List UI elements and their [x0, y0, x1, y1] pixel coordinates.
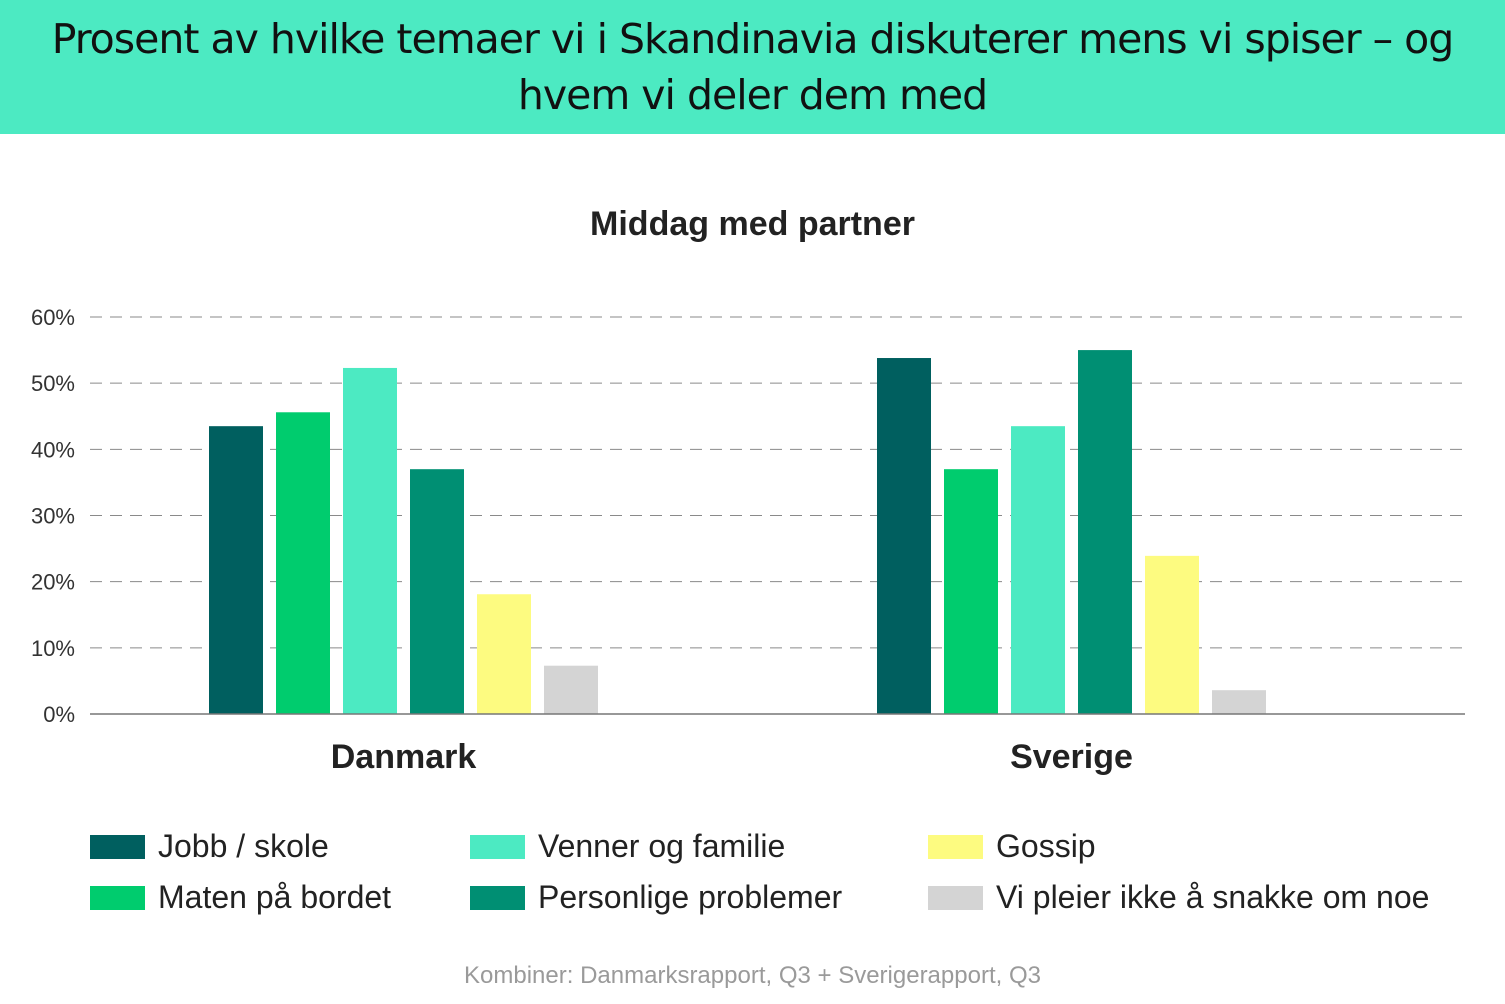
chart-title: Middag med partner	[590, 205, 915, 243]
legend-label: Jobb / skole	[158, 828, 329, 864]
legend-label: Personlige problemer	[538, 879, 843, 915]
page-title: Prosent av hvilke temaer vi i Skandinavi…	[51, 15, 1455, 119]
y-tick-label: 20%	[31, 570, 75, 595]
legend-label: Maten på bordet	[158, 879, 392, 915]
x-category-label: Danmark	[331, 738, 477, 776]
header-banner: Prosent av hvilke temaer vi i Skandinavi…	[0, 0, 1505, 134]
legend-swatch	[90, 834, 145, 859]
legend-item: Personlige problemer	[470, 879, 842, 916]
legend-swatch	[90, 885, 145, 910]
bar	[944, 469, 998, 714]
legend-label: Venner og familie	[538, 828, 786, 864]
bar	[343, 367, 397, 714]
bar	[1078, 350, 1132, 714]
legend-label: Gossip	[996, 828, 1096, 864]
bar	[1212, 690, 1266, 714]
bar	[477, 594, 531, 714]
legend-swatch	[470, 885, 525, 910]
y-tick-label: 10%	[31, 636, 75, 661]
legend-swatch	[928, 885, 983, 910]
x-category-label: Sverige	[1010, 738, 1133, 776]
y-tick-label: 40%	[31, 437, 75, 462]
y-tick-label: 0%	[43, 702, 75, 727]
y-tick-label: 50%	[31, 371, 75, 396]
bar	[1145, 555, 1199, 714]
bar	[410, 469, 464, 714]
legend-item: Venner og familie	[470, 828, 785, 865]
legend-item: Jobb / skole	[90, 828, 329, 865]
bar	[544, 665, 598, 714]
bar	[209, 426, 263, 714]
legend-label: Vi pleier ikke å snakke om noe	[996, 879, 1430, 915]
y-tick-label: 60%	[31, 305, 75, 330]
legend-item: Gossip	[928, 828, 1096, 865]
y-tick-label: 30%	[31, 504, 75, 529]
bar	[877, 358, 931, 714]
legend-item: Maten på bordet	[90, 879, 391, 916]
bar	[276, 412, 330, 714]
bar	[1011, 426, 1065, 714]
source-note: Kombiner: Danmarksrapport, Q3 + Sveriger…	[464, 962, 1041, 989]
legend-swatch	[928, 834, 983, 859]
legend-item: Vi pleier ikke å snakke om noe	[928, 879, 1429, 916]
legend-swatch	[470, 834, 525, 859]
